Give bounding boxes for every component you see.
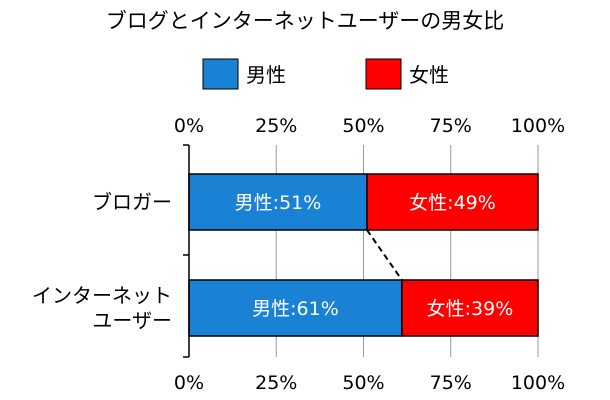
data-label-1-0: 男性:61% xyxy=(252,298,339,320)
tick-label-top-0: 0% xyxy=(174,115,204,137)
connector-line xyxy=(366,229,403,281)
tick-label-bottom-2: 50% xyxy=(342,372,384,394)
chart-title: ブログとインターネットユーザーの男女比 xyxy=(106,9,505,33)
tick-label-top-1: 25% xyxy=(255,115,297,137)
tick-label-bottom-3: 75% xyxy=(430,372,472,394)
category-label-1-1: ユーザー xyxy=(92,309,172,333)
legend-swatch-0 xyxy=(202,58,239,90)
bar-0-1 xyxy=(366,173,539,231)
data-label-0-0: 男性:51% xyxy=(235,192,322,214)
legend-label-0: 男性 xyxy=(246,63,286,87)
data-label-1-1: 女性:39% xyxy=(427,298,514,320)
tick-labels-top: 0% 25% 50% 75% 100% xyxy=(174,115,565,137)
data-label-0-1: 女性:49% xyxy=(409,192,496,214)
tick-label-top-2: 50% xyxy=(342,115,384,137)
tick-label-top-4: 100% xyxy=(511,115,565,137)
category-label-1-0: インターネット xyxy=(32,284,172,308)
legend-swatch-1 xyxy=(365,58,402,90)
bar-0-0 xyxy=(188,173,368,231)
bars: 男性:51% 女性:49% 男性:61% 女性:39% xyxy=(188,173,539,337)
legend-label-1: 女性 xyxy=(409,63,449,87)
tick-labels-bottom: 0% 25% 50% 75% 100% xyxy=(174,372,565,394)
tick-label-top-3: 75% xyxy=(430,115,472,137)
tick-label-bottom-4: 100% xyxy=(511,372,565,394)
legend: 男性 女性 xyxy=(202,58,449,90)
tick-label-bottom-1: 25% xyxy=(255,372,297,394)
tick-label-bottom-0: 0% xyxy=(174,372,204,394)
category-label-0-0: ブロガー xyxy=(92,190,172,214)
y-axis xyxy=(183,144,190,358)
bar-1-0 xyxy=(188,279,403,337)
bar-1-1 xyxy=(401,279,539,337)
